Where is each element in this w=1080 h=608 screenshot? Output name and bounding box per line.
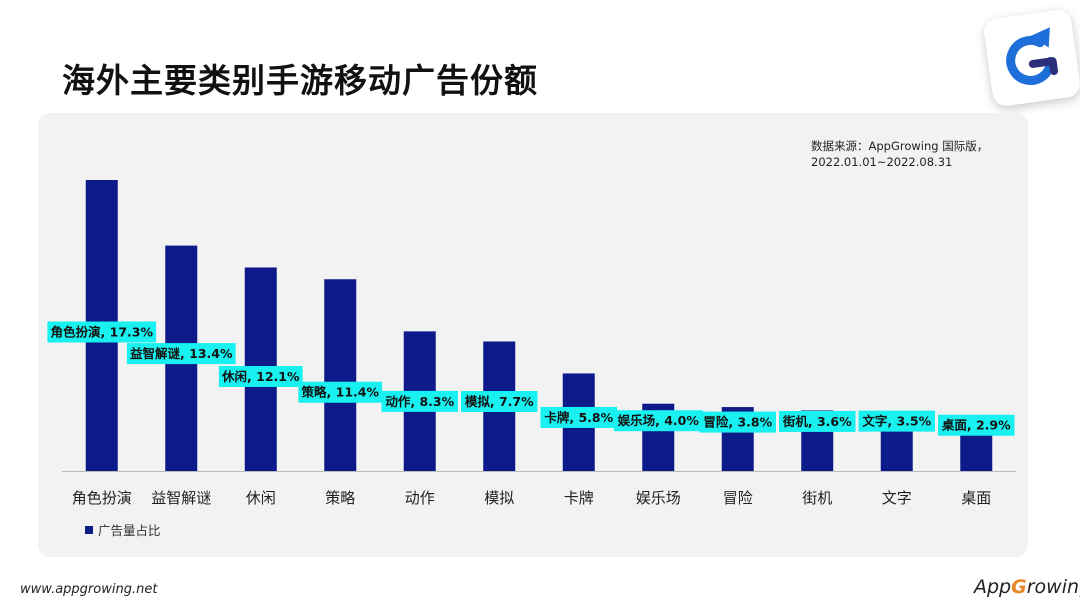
data-label-2: 休闲, 12.1% [218, 365, 303, 387]
brand-wordmark: AppGrowing [974, 576, 1080, 598]
data-label-box-11 [938, 414, 1015, 436]
brand-suffix: rowing [1026, 576, 1080, 598]
x-tick-label-9: 街机 [802, 489, 832, 507]
data-label-text-7: 娱乐场, 4.0% [618, 413, 700, 428]
x-tick-label-8: 冒险 [723, 489, 753, 507]
data-label-box-7 [613, 410, 703, 432]
data-label-0: 角色扮演, 17.3% [47, 321, 157, 343]
data-label-text-4: 动作, 8.3% [385, 394, 454, 409]
data-label-1: 益智解谜, 13.4% [126, 343, 236, 365]
data-label-text-6: 卡牌, 5.8% [544, 410, 613, 425]
data-label-box-2 [218, 365, 303, 387]
brand-g: G [1011, 576, 1027, 598]
data-label-8: 冒险, 3.8% [699, 411, 776, 433]
legend-swatch [85, 526, 93, 534]
source-line-2: 2022.01.01~2022.08.31 [811, 155, 953, 169]
appgrowing-logo-icon [1006, 27, 1059, 85]
x-tick-label-5: 模拟 [484, 489, 514, 507]
data-label-text-3: 策略, 11.4% [302, 385, 380, 400]
data-label-5: 模拟, 7.7% [461, 390, 538, 412]
data-label-text-10: 文字, 3.5% [862, 414, 931, 429]
data-label-3: 策略, 11.4% [298, 381, 383, 403]
bar-3 [324, 279, 357, 471]
data-label-9: 街机, 3.6% [779, 410, 856, 432]
page-title: 海外主要类别手游移动广告份额 [62, 61, 538, 100]
data-label-box-6 [540, 406, 617, 428]
data-label-text-8: 冒险, 3.8% [703, 415, 772, 430]
data-label-box-8 [699, 411, 776, 433]
x-tick-label-1: 益智解谜 [151, 489, 211, 507]
x-tick-label-10: 文字 [882, 489, 912, 507]
data-label-4: 动作, 8.3% [381, 390, 458, 412]
x-tick-label-3: 策略 [325, 489, 355, 507]
source-line-1: 数据来源：AppGrowing 国际版， [811, 139, 989, 153]
x-tick-label-6: 卡牌 [564, 489, 594, 507]
data-label-7: 娱乐场, 4.0% [613, 410, 703, 432]
data-label-box-9 [779, 410, 856, 432]
data-label-box-4 [381, 390, 458, 412]
data-label-text-5: 模拟, 7.7% [465, 394, 534, 409]
data-label-box-0 [47, 321, 157, 343]
data-label-text-2: 休闲, 12.1% [221, 369, 300, 384]
data-label-text-9: 街机, 3.6% [782, 414, 852, 429]
data-label-11: 桌面, 2.9% [938, 414, 1015, 436]
data-label-text-0: 角色扮演, 17.3% [51, 325, 154, 340]
x-tick-label-0: 角色扮演 [72, 489, 132, 507]
data-label-text-11: 桌面, 2.9% [941, 418, 1011, 433]
x-tick-label-7: 娱乐场 [636, 489, 681, 507]
chart-panel [38, 113, 1028, 557]
footer-url: www.appgrowing.net [20, 582, 158, 597]
data-label-box-1 [126, 343, 236, 365]
data-label-10: 文字, 3.5% [858, 410, 935, 432]
appgrowing-logo [982, 8, 1080, 108]
data-label-6: 卡牌, 5.8% [540, 406, 617, 428]
data-label-box-5 [461, 390, 538, 412]
data-label-box-10 [858, 410, 935, 432]
data-source-note: 数据来源：AppGrowing 国际版， 2022.01.01~2022.08.… [811, 138, 988, 170]
data-label-box-3 [298, 381, 383, 403]
x-tick-label-4: 动作 [405, 489, 435, 507]
x-tick-label-2: 休闲 [246, 489, 276, 507]
x-tick-label-11: 桌面 [961, 489, 991, 507]
brand-prefix: App [974, 576, 1012, 598]
data-label-text-1: 益智解谜, 13.4% [130, 346, 233, 361]
legend-label: 广告量占比 [98, 523, 161, 538]
